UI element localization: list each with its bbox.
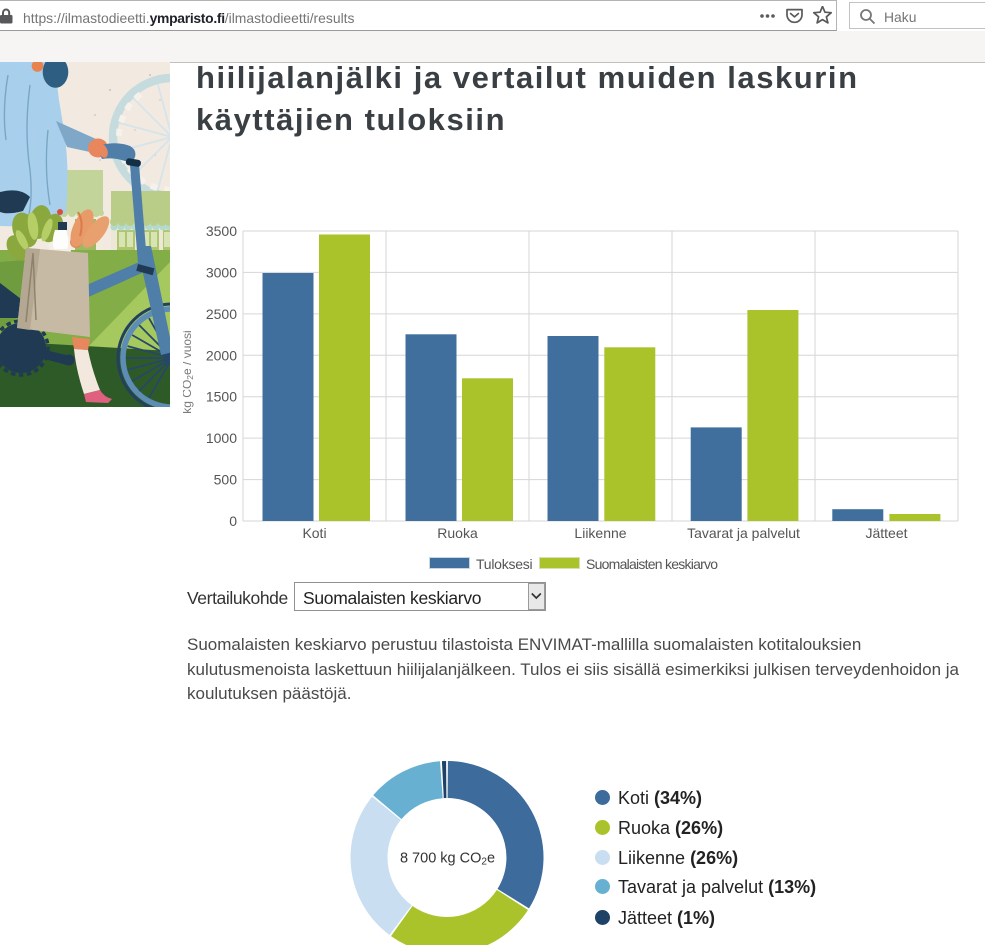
svg-text:2000: 2000 (206, 347, 237, 363)
svg-text:Liikenne: Liikenne (574, 525, 626, 541)
svg-text:2500: 2500 (206, 306, 237, 322)
svg-text:500: 500 (214, 472, 238, 488)
svg-text:Jätteet: Jätteet (865, 525, 907, 541)
svg-text:Tavarat ja palvelut: Tavarat ja palvelut (687, 525, 800, 541)
svg-text:3500: 3500 (206, 223, 237, 239)
svg-text:3000: 3000 (206, 264, 237, 280)
svg-text:1000: 1000 (206, 430, 237, 446)
svg-text:8 700 kg CO2e: 8 700 kg CO2e (400, 851, 495, 868)
svg-text:Koti: Koti (302, 525, 326, 541)
svg-text:kg CO2e / vuosi: kg CO2e / vuosi (183, 330, 195, 413)
svg-text:1500: 1500 (206, 389, 237, 405)
svg-text:Ruoka: Ruoka (437, 525, 478, 541)
svg-text:0: 0 (229, 513, 237, 529)
